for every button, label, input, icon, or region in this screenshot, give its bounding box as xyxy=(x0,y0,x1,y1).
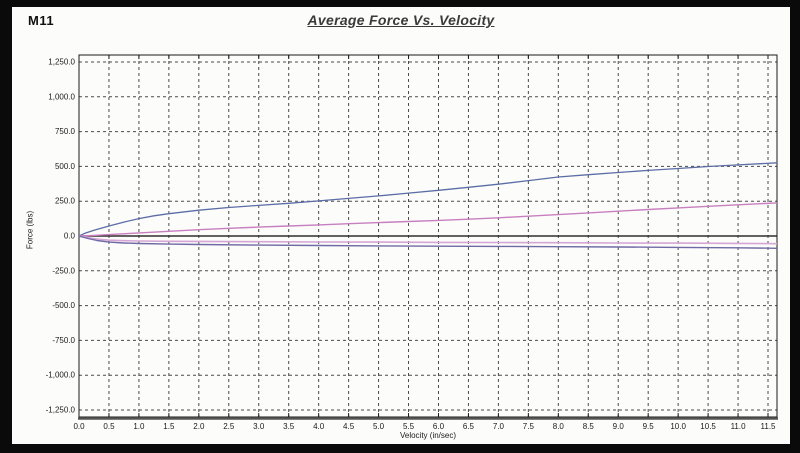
x-tick-label: 4.0 xyxy=(313,422,325,431)
y-tick-label: -750.0 xyxy=(52,336,75,345)
x-tick-label: 3.5 xyxy=(283,422,295,431)
series-group xyxy=(79,162,777,250)
x-tick-label: 8.5 xyxy=(583,422,595,431)
x-tick-label: 11.0 xyxy=(731,422,747,431)
chart-panel: M11 Average Force Vs. Velocity Force (lb… xyxy=(12,7,790,444)
model-label: M11 xyxy=(28,13,55,28)
x-tick-label: 5.5 xyxy=(403,422,415,431)
x-tick-label: 1.5 xyxy=(163,422,175,431)
x-tick-label: 6.0 xyxy=(433,422,445,431)
series-compression-firm xyxy=(79,162,777,237)
x-tick-label: 9.0 xyxy=(613,422,625,431)
y-tick-label: 250.0 xyxy=(55,197,76,206)
x-tick-label: 6.5 xyxy=(463,422,475,431)
y-tick-label: -250.0 xyxy=(52,266,75,275)
x-tick-label: 9.5 xyxy=(643,422,655,431)
chart-title: Average Force Vs. Velocity xyxy=(307,12,495,28)
x-tick-label: 7.5 xyxy=(523,422,535,431)
series-compression-soft xyxy=(79,202,777,237)
series-rebound-soft xyxy=(79,235,777,245)
x-tick-label: 4.5 xyxy=(343,422,355,431)
x-tick-label: 5.0 xyxy=(373,422,385,431)
y-tick-label: 1,250.0 xyxy=(48,57,75,66)
y-tick-label: -1,000.0 xyxy=(46,371,76,380)
series-rebound-firm xyxy=(79,235,777,250)
x-tick-label: 10.0 xyxy=(670,422,686,431)
y-tick-label: 0.0 xyxy=(64,232,76,241)
x-tick-label: 7.0 xyxy=(493,422,505,431)
x-tick-label: 8.0 xyxy=(553,422,565,431)
y-tick-label: 750.0 xyxy=(55,127,76,136)
y-tick-label: 500.0 xyxy=(55,162,76,171)
x-axis-title: Velocity (in/sec) xyxy=(399,431,457,440)
x-tick-label: 0.0 xyxy=(73,422,85,431)
force-velocity-plot: 1,250.0 1,000.0 750.0 500.0 250.0 0.0 -250.0 -5… xyxy=(46,54,778,431)
x-tick-label: 3.0 xyxy=(253,422,265,431)
x-tick-label: 1.0 xyxy=(133,422,145,431)
y-tick-label: 1,000.0 xyxy=(48,92,75,101)
x-tick-label: 11.5 xyxy=(761,422,777,431)
x-tick-label: 2.0 xyxy=(193,422,205,431)
x-tick-label: 10.5 xyxy=(700,422,716,431)
y-tick-label: -500.0 xyxy=(52,301,75,310)
x-tick-label: 2.5 xyxy=(223,422,235,431)
x-tick-label: 0.5 xyxy=(103,422,115,431)
y-tick-label: -1,250.0 xyxy=(46,406,76,415)
